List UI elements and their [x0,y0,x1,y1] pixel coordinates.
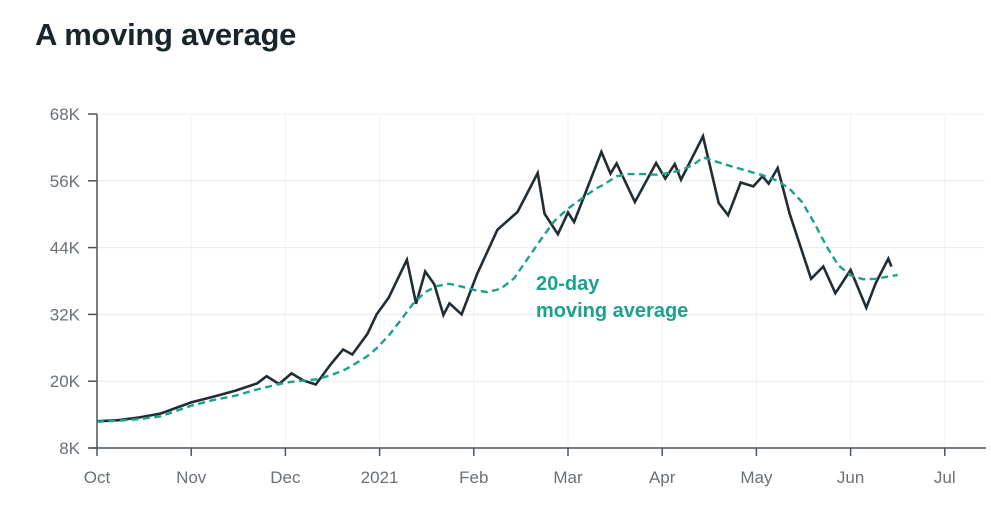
x-tick-label: Mar [553,468,583,487]
x-tick-label: 2021 [361,468,399,487]
annotation-line-2: moving average [536,300,689,322]
x-tick-label: Jun [837,468,864,487]
gridlines [98,113,985,447]
x-tick-label: Apr [649,468,676,487]
x-tick-label: Jul [934,468,956,487]
y-tick-label: 56K [50,172,81,191]
chart-title: A moving average [35,17,297,52]
y-tick-label: 32K [50,305,81,324]
moving-average-line [96,156,898,423]
y-tick-label: 44K [50,239,81,258]
x-tick-label: Oct [84,468,111,487]
x-tick-label: Dec [270,468,301,487]
y-tick-label: 68K [50,105,81,124]
annotation-line-1: 20-day [536,273,600,295]
x-tick-label: May [740,468,773,487]
x-tick-label: Nov [176,468,207,487]
y-tick-label: 8K [59,439,80,458]
y-tick-label: 20K [50,372,81,391]
x-tick-label: Feb [459,468,488,487]
moving-average-annotation: 20-day moving average [536,271,688,325]
axes [88,113,986,456]
x-tick-labels: Oct Nov Dec 2021 Feb Mar Apr May Jun Jul [84,468,956,487]
y-tick-labels: 8K 20K 32K 44K 56K 68K [50,105,81,458]
